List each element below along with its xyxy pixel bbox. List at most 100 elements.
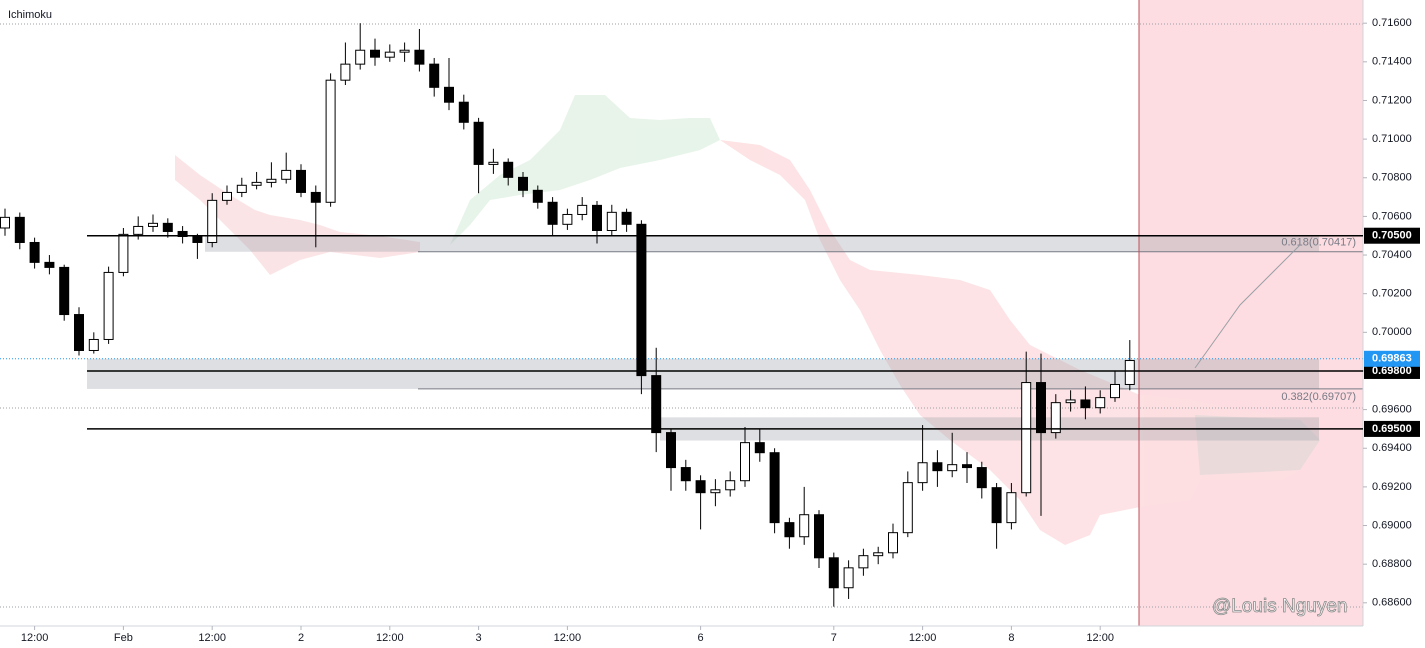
candle-body [296, 169, 306, 193]
zone [205, 235, 1319, 252]
candle-body [1080, 399, 1091, 409]
y-tick-label: 0.70000 [1372, 326, 1412, 338]
candle-body [266, 178, 277, 183]
candle-body [59, 266, 70, 316]
indicator-label: Ichimoku [8, 9, 52, 21]
cloud-red [175, 155, 420, 275]
x-tick-label: 12:00 [198, 632, 226, 644]
candle-body [103, 271, 114, 340]
candle-body [148, 222, 158, 227]
candle-body [888, 532, 898, 554]
projection-path [1194, 244, 1301, 369]
y-tick-label: 0.69600 [1372, 404, 1412, 416]
y-tick-label: 0.70200 [1372, 288, 1412, 300]
y-tick-label: 0.71200 [1372, 94, 1412, 106]
candle-body [177, 230, 188, 237]
x-tick-label: 3 [476, 632, 482, 644]
zone [87, 358, 1319, 389]
candle-body [518, 176, 528, 191]
candle-body [370, 49, 380, 58]
candle-body [740, 442, 750, 482]
cloud-green [450, 95, 720, 245]
candle-body [1095, 397, 1106, 409]
plot: 0.618(0.70417) 0.382(0.69707) [0, 23, 1363, 607]
x-tick-label: 12:00 [554, 632, 582, 644]
candle-body [458, 101, 469, 123]
candle-body [429, 63, 440, 88]
candle-body [281, 169, 292, 180]
candle-body [666, 432, 676, 469]
level-tag [1364, 227, 1420, 244]
candle-body [902, 482, 913, 534]
y-tick-label: 0.71600 [1372, 17, 1412, 29]
candle-body [133, 225, 144, 235]
candle-body [118, 233, 129, 273]
candle-body [769, 452, 780, 524]
x-tick-label: 8 [1008, 632, 1014, 644]
x-tick-label: 7 [831, 632, 837, 644]
candle-body [784, 522, 795, 538]
candle-body [414, 49, 425, 65]
candle-body [384, 51, 395, 58]
y-tick-label: 0.68600 [1372, 597, 1412, 609]
candle-body [695, 480, 706, 494]
y-tick-label: 0.68800 [1372, 558, 1412, 570]
candle-body [488, 161, 499, 165]
y-tick-label: 0.69400 [1372, 442, 1412, 454]
candle-body [577, 204, 588, 215]
x-tick-label: 6 [698, 632, 704, 644]
candle-body [991, 487, 1002, 524]
candle-body [947, 464, 958, 472]
candle-body [444, 86, 454, 103]
candle-body [592, 204, 602, 231]
candle-body [962, 464, 972, 469]
candle-body [1110, 383, 1120, 399]
candle-body [251, 181, 262, 186]
candle-body [325, 79, 336, 203]
candle-body [651, 375, 662, 434]
y-tick-label: 0.69000 [1372, 519, 1412, 531]
candle-body [503, 161, 514, 178]
candle-body [310, 191, 321, 203]
candle-body [858, 555, 869, 569]
fib-label: 0.382(0.69707) [1281, 391, 1356, 403]
candle-body [222, 191, 232, 201]
candle-body [207, 199, 218, 243]
candle-body [547, 201, 558, 225]
x-tick-label: 12:00 [21, 632, 49, 644]
candle-body [636, 223, 647, 377]
level-tag [1364, 420, 1420, 437]
y-tick-label: 0.70600 [1372, 210, 1412, 222]
candle-body [710, 489, 721, 494]
candle-body [621, 211, 632, 225]
candle-body [355, 49, 366, 65]
last-price-label: 0.69863 [1372, 353, 1412, 365]
watermark: @Louis Nguyen [1212, 596, 1347, 617]
cloud-projection [1195, 415, 1320, 475]
y-tick-label: 0.70800 [1372, 172, 1412, 184]
last-price-tag [1364, 350, 1420, 367]
level-label: 0.70500 [1372, 230, 1412, 242]
candle-body [843, 567, 854, 589]
candle-body [1021, 382, 1032, 494]
candle-body [88, 338, 99, 351]
y-tick-label: 0.71400 [1372, 56, 1412, 68]
candle-body [1124, 360, 1135, 385]
x-tick-label: 12:00 [1086, 632, 1114, 644]
price-axis [1363, 0, 1425, 648]
candle-body [29, 241, 40, 263]
candle-body [828, 557, 839, 589]
candle-body [725, 480, 736, 491]
candle-body [44, 261, 55, 268]
y-tick-label: 0.70400 [1372, 249, 1412, 261]
x-tick-label: Feb [114, 632, 133, 644]
x-tick-label: 12:00 [376, 632, 404, 644]
y-tick-label: 0.69200 [1372, 481, 1412, 493]
level-label: 0.69800 [1372, 365, 1412, 377]
candle-body [873, 552, 884, 557]
candle-body [399, 49, 410, 53]
candle-body [1065, 399, 1076, 404]
candle-body [14, 216, 25, 243]
y-tick-label: 0.71000 [1372, 133, 1412, 145]
